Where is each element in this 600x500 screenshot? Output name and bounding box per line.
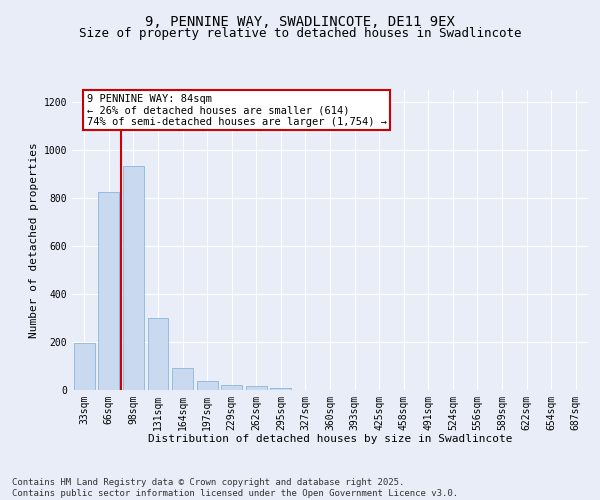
Bar [123,166,144,390]
X-axis label: Distribution of detached houses by size in Swadlincote: Distribution of detached houses by size … [148,434,512,444]
Bar [271,388,292,390]
Text: 9 PENNINE WAY: 84sqm
← 26% of detached houses are smaller (614)
74% of semi-deta: 9 PENNINE WAY: 84sqm ← 26% of detached h… [87,94,387,127]
Bar [148,318,169,390]
Bar [246,386,267,390]
Bar [197,381,218,390]
Bar [74,343,95,390]
Text: 9, PENNINE WAY, SWADLINCOTE, DE11 9EX: 9, PENNINE WAY, SWADLINCOTE, DE11 9EX [145,15,455,29]
Bar [221,385,242,390]
Text: Contains HM Land Registry data © Crown copyright and database right 2025.
Contai: Contains HM Land Registry data © Crown c… [12,478,458,498]
Text: Size of property relative to detached houses in Swadlincote: Size of property relative to detached ho… [79,28,521,40]
Y-axis label: Number of detached properties: Number of detached properties [29,142,40,338]
Bar [172,368,193,390]
Bar [98,192,119,390]
